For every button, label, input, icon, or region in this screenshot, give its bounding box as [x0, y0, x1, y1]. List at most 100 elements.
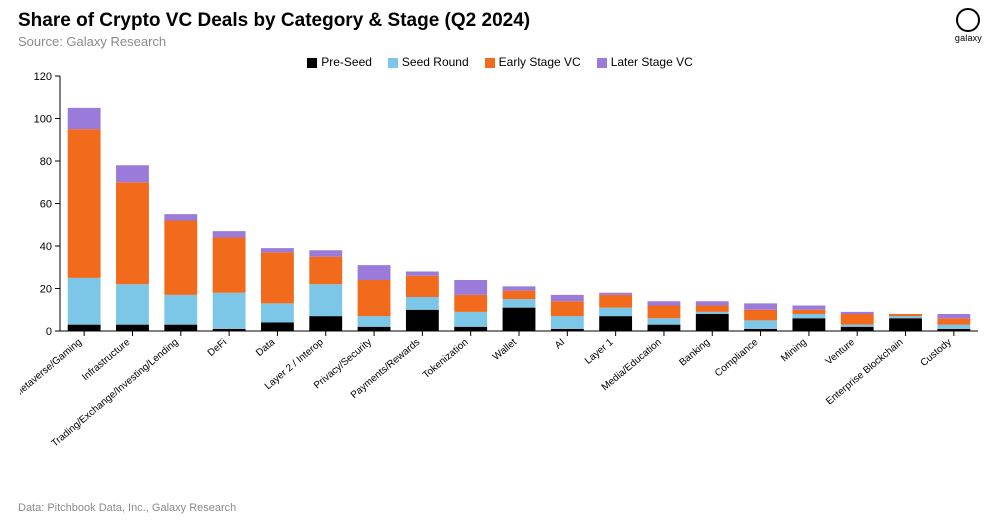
bar-segment-pre_seed — [406, 310, 439, 331]
bar-segment-later — [358, 265, 391, 280]
bar-segment-pre_seed — [213, 329, 246, 331]
bar-segment-pre_seed — [454, 327, 487, 331]
legend-swatch — [597, 58, 607, 68]
bar-segment-pre_seed — [164, 325, 197, 331]
legend-label: Seed Round — [402, 55, 469, 69]
bar-segment-pre_seed — [68, 325, 101, 331]
brand-logo: galaxy — [955, 8, 982, 43]
x-tick-label: Mining — [779, 337, 809, 364]
bar-segment-early — [551, 301, 584, 316]
bar-segment-seed — [599, 308, 632, 317]
bar-group — [841, 312, 874, 331]
bar-segment-early — [116, 182, 149, 284]
y-tick-label: 100 — [34, 114, 52, 126]
bar-segment-later — [213, 231, 246, 237]
bar-group — [261, 248, 294, 331]
bar-segment-seed — [261, 303, 294, 322]
bar-segment-seed — [551, 316, 584, 329]
x-tick-label: Tokenization — [421, 337, 471, 381]
bar-segment-early — [454, 295, 487, 312]
bar-segment-seed — [68, 278, 101, 325]
bar-group — [599, 293, 632, 331]
legend-swatch — [485, 58, 495, 68]
bar-segment-seed — [164, 295, 197, 325]
bar-segment-seed — [358, 316, 391, 327]
bar-segment-early — [792, 310, 825, 314]
bar-segment-early — [358, 280, 391, 316]
stacked-bar-chart: 020406080100120Web3/NFT/DAO/Metaverse/Ga… — [20, 71, 980, 471]
bar-group — [792, 306, 825, 332]
bar-group — [696, 301, 729, 331]
bar-segment-later — [696, 301, 729, 305]
y-tick-label: 0 — [46, 326, 52, 338]
x-tick-label: Compliance — [713, 337, 761, 380]
x-tick-label: Venture — [824, 337, 858, 368]
bar-segment-pre_seed — [792, 318, 825, 331]
bar-segment-seed — [648, 318, 681, 324]
bar-segment-later — [551, 295, 584, 301]
bar-segment-later — [68, 108, 101, 129]
bar-segment-pre_seed — [841, 327, 874, 331]
bar-segment-later — [261, 248, 294, 252]
x-tick-label: Custody — [919, 337, 954, 369]
bar-segment-later — [744, 303, 777, 309]
y-tick-label: 120 — [34, 71, 52, 83]
chart-subtitle: Source: Galaxy Research — [18, 34, 982, 49]
legend-item-seed: Seed Round — [388, 55, 469, 69]
legend-item-early: Early Stage VC — [485, 55, 581, 69]
bar-segment-later — [792, 306, 825, 310]
bar-segment-pre_seed — [309, 316, 342, 331]
bar-segment-early — [841, 314, 874, 325]
bar-segment-seed — [454, 312, 487, 327]
bar-segment-later — [116, 165, 149, 182]
bar-segment-pre_seed — [261, 323, 294, 332]
x-tick-label: Infrastructure — [80, 337, 133, 384]
bar-segment-seed — [841, 325, 874, 327]
bar-segment-pre_seed — [937, 329, 970, 331]
bar-group — [164, 214, 197, 331]
bar-segment-early — [213, 238, 246, 293]
bar-segment-seed — [309, 284, 342, 316]
y-tick-label: 80 — [40, 156, 52, 168]
bar-group — [937, 314, 970, 331]
bar-segment-later — [406, 272, 439, 276]
bar-segment-seed — [503, 299, 536, 308]
bar-segment-early — [164, 221, 197, 295]
bar-segment-later — [937, 314, 970, 318]
bar-segment-seed — [937, 325, 970, 329]
bar-segment-early — [68, 129, 101, 278]
bar-segment-pre_seed — [358, 327, 391, 331]
x-tick-label: Wallet — [491, 337, 519, 363]
bar-group — [309, 250, 342, 331]
legend: Pre-Seed Seed Round Early Stage VC Later St… — [0, 49, 1000, 71]
bar-segment-pre_seed — [648, 325, 681, 331]
bar-group — [358, 265, 391, 331]
chart-title: Share of Crypto VC Deals by Category & S… — [18, 10, 982, 32]
galaxy-logo-icon — [956, 8, 980, 32]
brand-logo-text: galaxy — [955, 33, 982, 43]
bar-segment-seed — [406, 297, 439, 310]
bar-segment-later — [454, 280, 487, 295]
legend-label: Early Stage VC — [499, 55, 581, 69]
bar-group — [503, 286, 536, 331]
chart-area: 020406080100120Web3/NFT/DAO/Metaverse/Ga… — [20, 71, 980, 471]
bar-segment-early — [937, 318, 970, 324]
bar-segment-pre_seed — [744, 329, 777, 331]
bar-segment-early — [648, 306, 681, 319]
bar-segment-early — [599, 295, 632, 308]
legend-item-pre_seed: Pre-Seed — [307, 55, 372, 69]
footer-credit: Data: Pitchbook Data, Inc., Galaxy Resea… — [18, 502, 236, 514]
bar-segment-seed — [792, 314, 825, 318]
bar-segment-pre_seed — [503, 308, 536, 331]
bar-group — [551, 295, 584, 331]
bar-group — [68, 108, 101, 331]
legend-label: Later Stage VC — [611, 55, 693, 69]
bar-group — [648, 301, 681, 331]
bar-segment-later — [164, 214, 197, 220]
legend-label: Pre-Seed — [321, 55, 372, 69]
bar-group — [213, 231, 246, 331]
bar-segment-early — [261, 252, 294, 303]
bar-group — [454, 280, 487, 331]
bar-segment-seed — [696, 312, 729, 314]
x-tick-label: AI — [553, 337, 567, 352]
